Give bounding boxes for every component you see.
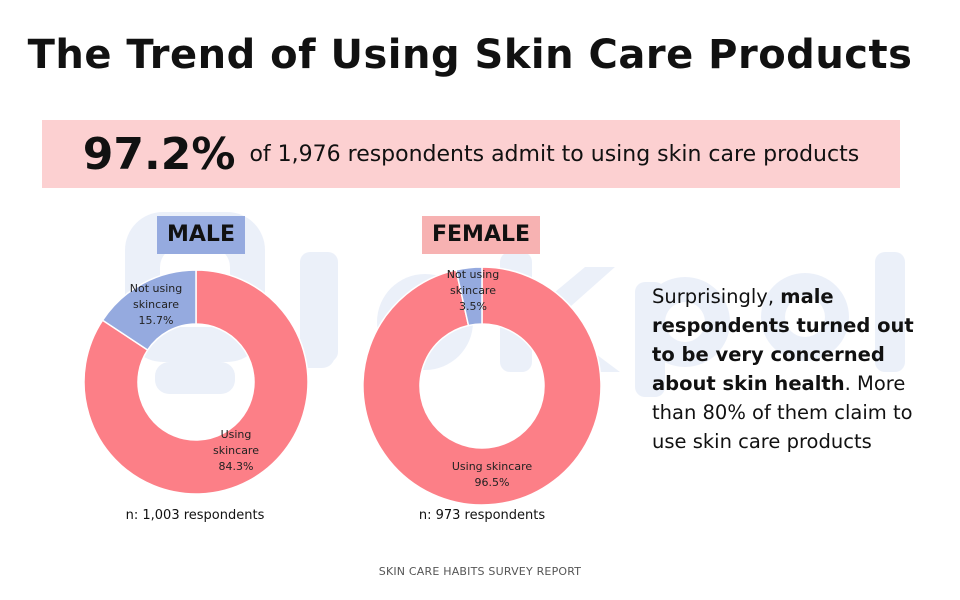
male-sample-size: n: 1,003 respondents — [125, 508, 265, 523]
report-footer: SKIN CARE HABITS SURVEY REPORT — [378, 565, 582, 578]
female-chart-title: FEMALE — [422, 216, 541, 254]
donut-slice-using — [83, 269, 309, 495]
female-sample-size: n: 973 respondents — [418, 508, 546, 523]
headline-text: of 1,976 respondents admit to using skin… — [249, 141, 860, 167]
female-donut-chart: Using skincare 96.5% Not using skincare 3.5% — [362, 266, 602, 506]
headline-banner: 97.2% of 1,976 respondents admit to usin… — [42, 120, 900, 188]
male-chart-title: MALE — [157, 216, 245, 254]
slice-category-label: Using skincare — [452, 460, 532, 473]
slice-value-label: 84.3% — [219, 460, 254, 473]
donut-slice-using — [362, 266, 602, 506]
insight-note: Surprisingly, male respondents turned ou… — [652, 282, 942, 456]
insight-intro: Surprisingly, — [652, 285, 781, 308]
slice-category-label: skincare — [213, 444, 259, 457]
page-title: The Trend of Using Skin Care Products — [27, 32, 913, 78]
slice-value-label: 15.7% — [139, 314, 174, 327]
slice-category-label: skincare — [450, 284, 496, 297]
slice-value-label: 3.5% — [459, 300, 487, 313]
slice-value-label: 96.5% — [475, 476, 510, 489]
slice-category-label: Not using — [447, 268, 499, 281]
donut-slice-not-using — [101, 269, 197, 352]
insight-highlight: male respondents turned out to be very c… — [652, 285, 914, 395]
headline-value: 97.2% — [82, 128, 236, 180]
male-donut-chart: Using skincare 84.3% Not using skincare 15.7% — [83, 269, 309, 495]
slice-category-label: skincare — [133, 298, 179, 311]
slice-category-label: Using — [221, 428, 252, 441]
insight-rest: . More than 80% of them claim to use ski… — [652, 372, 913, 453]
slice-category-label: Not using — [130, 282, 182, 295]
donut-slice-not-using — [455, 266, 483, 327]
